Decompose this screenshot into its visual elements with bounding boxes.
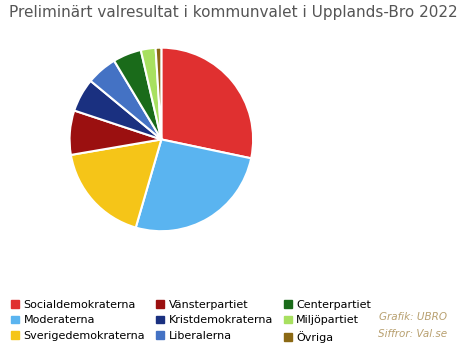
Wedge shape xyxy=(71,139,161,228)
Wedge shape xyxy=(161,48,253,158)
Wedge shape xyxy=(74,81,161,139)
Wedge shape xyxy=(155,48,161,139)
Text: Preliminärt valresultat i kommunvalet i Upplands-Bro 2022: Preliminärt valresultat i kommunvalet i … xyxy=(9,5,458,20)
Wedge shape xyxy=(114,50,161,139)
Wedge shape xyxy=(91,61,161,139)
Wedge shape xyxy=(136,139,251,231)
Wedge shape xyxy=(141,48,161,139)
Text: Grafik: UBRO: Grafik: UBRO xyxy=(379,312,447,322)
Text: Siffror: Val.se: Siffror: Val.se xyxy=(378,329,447,339)
Legend: Socialdemokraterna, Moderaterna, Sverigedemokraterna, Vänsterpartiet, Kristdemok: Socialdemokraterna, Moderaterna, Sverige… xyxy=(10,299,372,344)
Wedge shape xyxy=(70,110,161,155)
